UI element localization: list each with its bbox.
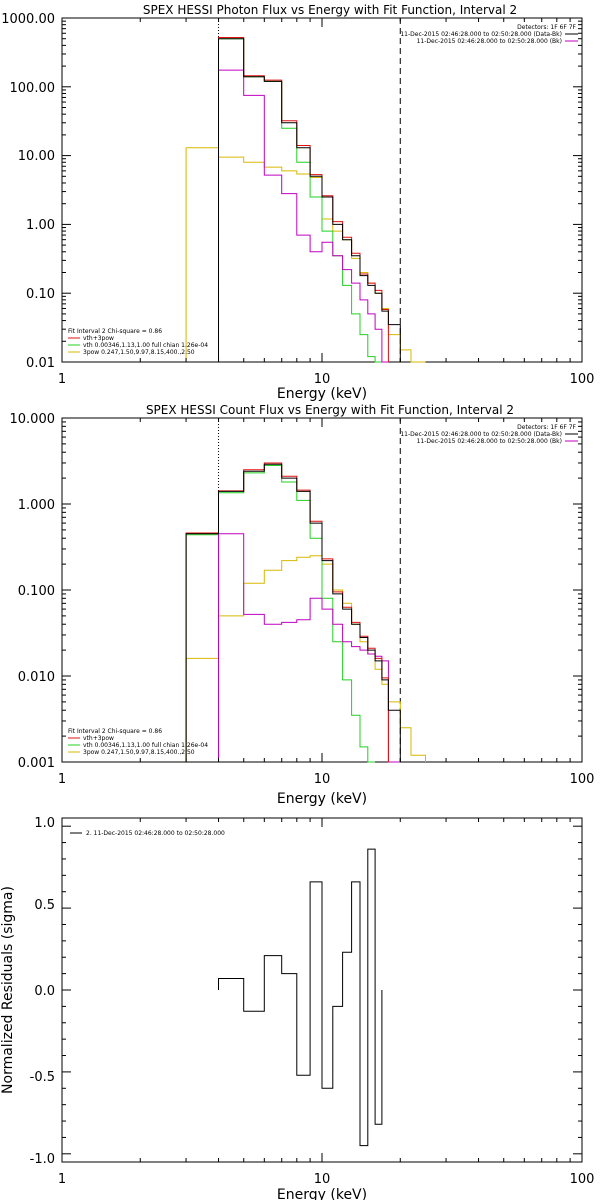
panel-1-y-tick-0: 0.01 [26,356,55,371]
panel-1-header-detectors: Detectors: 1F 6F 7F [517,24,576,31]
panel-1-legend-3pow: 3pow 0.247,1.50,9.97,8.15,400.,2.50 [83,349,195,356]
panel-1-title: SPEX HESSI Photon Flux vs Energy with Fi… [143,3,517,17]
panel-1-y-tick-1: 0.10 [26,287,55,302]
panel-3-xlabel: Energy (keV) [277,1187,367,1200]
panel-2-xlabel: Energy (keV) [277,791,367,807]
series-line [218,848,383,1147]
panel-1-x-tick-10: 10 [314,372,331,387]
panel-3-x-tick-10: 10 [314,1172,331,1187]
panel-1-legend-fit: Fit Interval 2 Chi-square = 0.86 [68,328,162,335]
panel-3-y-tick-0: -1.0 [30,1152,55,1167]
panel-1-y-tick-4: 100.00 [10,81,56,96]
panel-1-legend-total: vth+3pow [83,335,114,342]
panel-2-legend: Fit Interval 2 Chi-square = 0.86 vth+3po… [68,728,208,756]
panel-1-header-bk: 11-Dec-2015 02:46:28.000 to 02:50:28.000… [417,38,562,45]
series-line [218,69,389,363]
panel-1-header-data: 11-Dec-2015 02:46:28.000 to 02:50:28.000… [400,31,562,38]
series-line [218,38,401,362]
series-line [185,147,426,363]
panel-3-ylabel: Normalized Residuals (sigma) [0,886,16,1094]
panel-count-flux: SPEX HESSI Count Flux vs Energy with Fit… [10,403,595,807]
panel-1-legend: Fit Interval 2 Chi-square = 0.86 vth+3po… [68,328,208,356]
panel-2-header-detectors: Detectors: 1F 6F 7F [517,424,576,431]
panel-2-y-tick-1: 0.010 [18,670,55,685]
panel-3-series [218,848,383,1147]
panel-3-y-tick-3: 0.5 [34,898,55,913]
panel-1-xlabel: Energy (keV) [277,386,367,402]
panel-2-legend-vth: vth 0.00346,1.13,1.00 full chian 1.26e-0… [83,742,208,749]
panel-1-x-tick-1: 1 [58,372,66,387]
panel-3-x-tick-1: 1 [58,1172,66,1187]
panel-1-y-tick-2: 1.00 [26,218,55,233]
panel-1-series [185,37,426,363]
panel-2-legend-3pow: 3pow 0.247,1.50,9.97,8.15,400.,2.50 [83,749,195,756]
panel-photon-flux: SPEX HESSI Photon Flux vs Energy with Fi… [1,3,594,402]
panel-2-y-tick-2: 0.100 [18,584,55,599]
panel-2-legend-fit: Fit Interval 2 Chi-square = 0.86 [68,728,162,735]
series-line [218,38,382,363]
panel-2-legend-total: vth+3pow [83,735,114,742]
panel-2-y-tick-4: 10.000 [10,412,56,427]
panel-2-header-bk: 11-Dec-2015 02:46:28.000 to 02:50:28.000… [417,438,562,445]
panel-3-y-tick-2: 0.0 [34,984,55,999]
panel-2-x-tick-1: 1 [58,772,66,787]
panel-3-y-tick-4: 1.0 [34,816,55,831]
panel-2-y-tick-3: 1.000 [18,498,55,513]
panel-1-y-tick-3: 10.00 [18,149,55,164]
panel-3-y-tick-1: -0.5 [30,1070,55,1085]
panel-3-legend-label: 2. 11-Dec-2015 02:46:28.000 to 02:50:28.… [86,830,225,837]
series-line [185,465,376,763]
panel-1-y-tick-5: 1000.00 [1,12,55,27]
series-line [185,463,401,762]
panel-2-series [185,462,426,763]
series-line [185,462,389,762]
panel-3-legend: 2. 11-Dec-2015 02:46:28.000 to 02:50:28.… [70,830,225,837]
panel-1-legend-vth: vth 0.00346,1.13,1.00 full chian 1.26e-0… [83,342,208,349]
series-line [185,555,426,762]
panel-2-title: SPEX HESSI Count Flux vs Energy with Fit… [146,403,514,417]
panel-1-x-tick-100: 100 [570,372,595,387]
panel-2-x-tick-10: 10 [314,772,331,787]
panel-2-x-tick-100: 100 [570,772,595,787]
panel-2-header-data: 11-Dec-2015 02:46:28.000 to 02:50:28.000… [400,431,562,438]
panel-residuals: 1 10 100 Energy (keV) Normalized Residua… [0,816,594,1200]
panel-3-x-tick-100: 100 [570,1172,595,1187]
panel-2-y-tick-0: 0.001 [18,756,55,771]
